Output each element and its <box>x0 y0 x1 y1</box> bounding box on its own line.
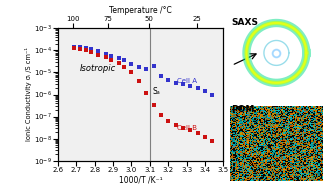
X-axis label: Temperature /°C: Temperature /°C <box>109 6 172 15</box>
Text: Cell A: Cell A <box>177 77 198 84</box>
Text: POM: POM <box>231 105 255 114</box>
Text: SAXS: SAXS <box>231 18 258 27</box>
X-axis label: 1000/T /K⁻¹: 1000/T /K⁻¹ <box>119 176 163 185</box>
Text: Isotropic: Isotropic <box>80 64 116 73</box>
Text: Cell B: Cell B <box>177 125 198 131</box>
Text: Sₐ: Sₐ <box>153 87 161 96</box>
Y-axis label: Ionic Conductivity σᵢ /S cm⁻¹: Ionic Conductivity σᵢ /S cm⁻¹ <box>25 48 32 141</box>
